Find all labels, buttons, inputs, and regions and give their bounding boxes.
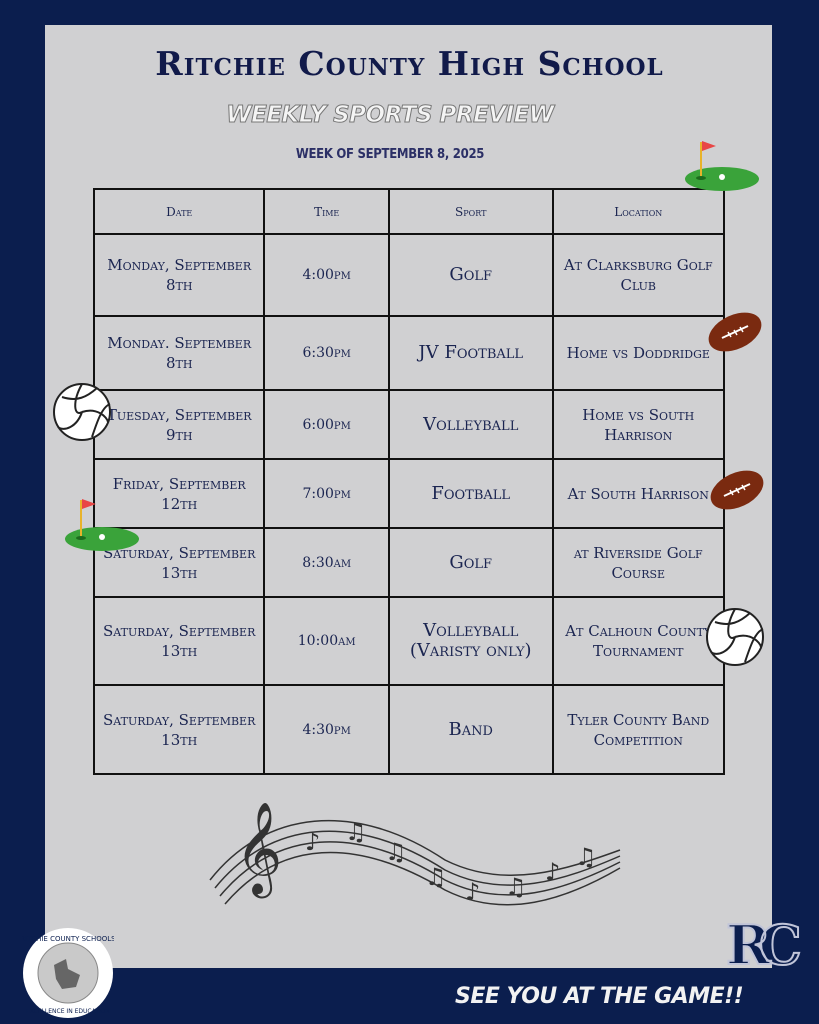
subtitle: WEEKLY SPORTS PREVIEW [226,102,555,129]
cell-sport: JV Football [387,315,554,391]
cell-time: 6:00pm [263,389,390,460]
cell-time: 7:00pm [263,458,390,529]
svg-text:𝄞: 𝄞 [235,801,282,898]
svg-text:♫: ♫ [385,838,407,866]
cell-location: Home vs Doddridge [551,315,725,391]
page-title: Ritchie County High School [155,44,664,83]
volleyball-icon [706,608,764,666]
svg-text:RITCHIE COUNTY SCHOOLS: RITCHIE COUNTY SCHOOLS [22,935,114,943]
cell-location: At Calhoun County Tournament [551,596,725,686]
table-row: Tuesday, September 9th 6:00pm Volleyball Ho… [92,389,725,460]
football-icon [710,470,764,510]
cell-location: at Riverside Golf Course [551,527,725,598]
cell-location: Home vs South Harrison [551,389,725,460]
cell-date: Monday, September 8th [92,233,266,317]
cell-sport: Golf [387,527,554,598]
cell-date: Monday. September 8th [92,315,266,391]
cell-time: 10:00am [263,596,390,686]
golf-green-icon [65,499,139,551]
cell-date: Tuesday, September 9th [92,389,266,460]
column-header-sport: Sport [387,188,554,235]
football-icon [708,312,762,352]
column-header-time: Time [263,188,390,235]
svg-text:♫: ♫ [505,873,527,901]
cell-date: Saturday, September 13th [92,684,266,775]
cell-sport: Football [387,458,554,529]
cell-time: 4:30pm [263,684,390,775]
cell-location: Tyler County Band Competition [551,684,725,775]
svg-text:♪: ♪ [545,858,560,886]
volleyball-icon [53,383,111,441]
table-row: Saturday, September 13th 4:30pm Band Tyler … [92,684,725,775]
column-header-date: Date [92,188,266,235]
cell-time: 8:30am [263,527,390,598]
svg-text:EXCELLENCE IN EDUCATION: EXCELLENCE IN EDUCATION [26,1008,110,1015]
table-row: Monday. September 8th 6:30pm JV Football Ho… [92,315,725,391]
table-row: Saturday, September 13th 8:30am Golf at Riv… [92,527,725,598]
cell-location: At Clarksburg Golf Club [551,233,725,317]
svg-text:♫: ♫ [425,863,447,891]
golf-green-icon [685,141,759,191]
column-header-location: Location [551,188,725,235]
cell-time: 4:00pm [263,233,390,317]
cell-time: 6:30pm [263,315,390,391]
tagline: SEE YOU AT THE GAME!! [455,984,744,1009]
music-notes-illustration: 𝄞 ♪ ♫ ♫ ♫ ♪ ♫ ♪ ♫ [209,801,621,906]
cell-date: Saturday, September 13th [92,527,266,598]
rc-monogram-logo: RC [725,913,803,977]
svg-text:♪: ♪ [465,878,480,906]
table-row: Friday, September 12th 7:00pm Football At S… [92,458,725,529]
svg-text:♪: ♪ [305,828,320,856]
svg-text:♫: ♫ [575,843,597,871]
schedule-table: Date Time Sport Location Monday, September … [92,188,725,775]
cell-sport: Volleyball (Varisty only) [387,596,554,686]
cell-sport: Volleyball [387,389,554,460]
cell-sport: Band [387,684,554,775]
cell-date: Saturday, September 13th [92,596,266,686]
ritchie-county-schools-logo: RITCHIE COUNTY SCHOOLS EXCELLENCE IN EDUC… [22,928,114,1018]
table-row: Monday, September 8th 4:00pm Golf At Clarks… [92,233,725,317]
cell-sport: Golf [387,233,554,317]
week-label: WEEK OF SEPTEMBER 8, 2025 [295,147,485,162]
table-row: Saturday, September 13th 10:00am Volleybal… [92,596,725,686]
cell-date: Friday, September 12th [92,458,266,529]
cell-location: At South Harrison [551,458,725,529]
svg-text:♫: ♫ [345,818,367,846]
